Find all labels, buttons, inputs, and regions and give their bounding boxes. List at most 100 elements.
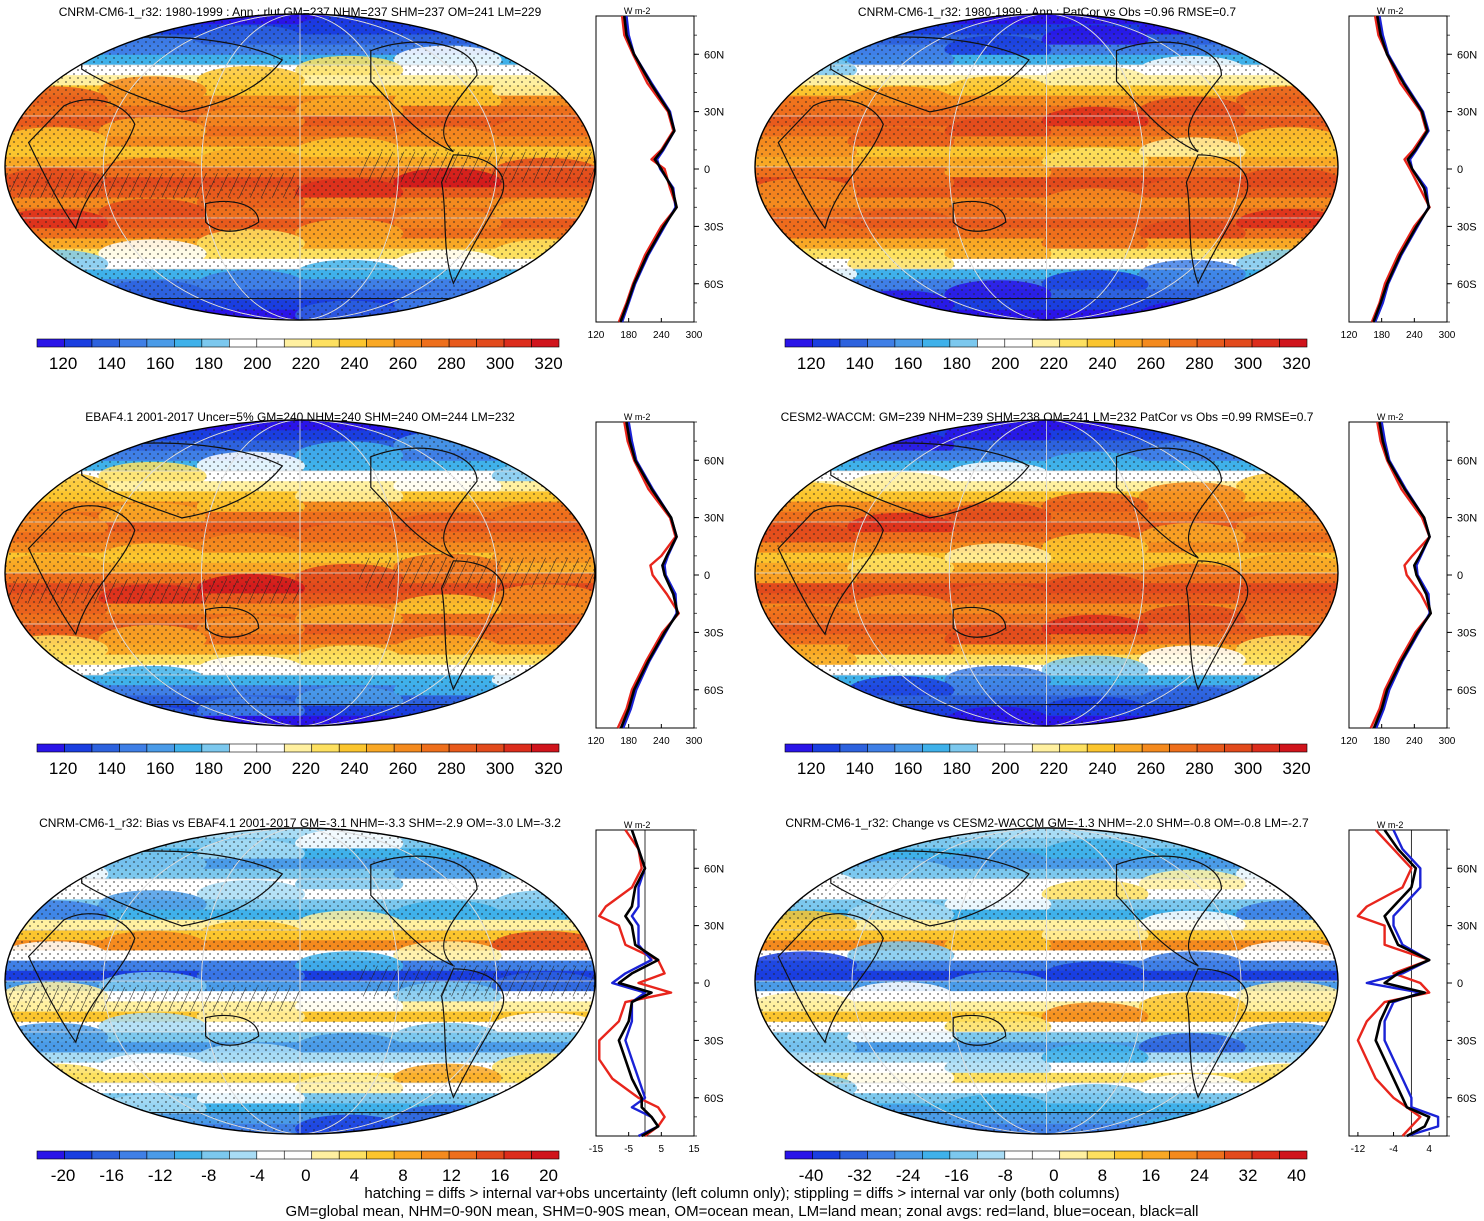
colorbar-box [174, 744, 201, 752]
hatching [5, 987, 300, 1011]
colorbar-tick-label: 40 [1287, 1166, 1306, 1185]
colorbar-box [202, 339, 229, 347]
x-tick-label: 300 [1439, 736, 1456, 747]
panel-6: CNRM-CM6-1_r32: Change vs CESM2-WACCM GM… [750, 816, 1477, 1185]
colorbar-box [394, 744, 421, 752]
colorbar-box [867, 1151, 894, 1159]
x-tick-label: 120 [588, 736, 605, 747]
colorbar-box [1252, 339, 1279, 347]
colorbar-box [532, 339, 559, 347]
map-anomaly [750, 301, 857, 330]
world-map [750, 411, 1343, 735]
lat-tick-label: 30S [704, 221, 724, 233]
colorbar-box [922, 1151, 949, 1159]
colorbar-box [367, 339, 394, 347]
colorbar-box [977, 744, 1004, 752]
colorbar-tick-label: 300 [486, 354, 514, 373]
colorbar-tick-label: -40 [799, 1166, 824, 1185]
colorbar-tick-label: 320 [1282, 354, 1310, 373]
colorbar-box [1032, 744, 1059, 752]
colorbar-tick-label: 16 [491, 1166, 510, 1185]
panel-2: CNRM-CM6-1_r32: 1980-1999 : Ann : PatCor… [750, 5, 1477, 373]
colorbar-tick-label: 140 [845, 354, 873, 373]
map-anomaly [492, 707, 600, 736]
colorbar-tick-label: 200 [991, 354, 1019, 373]
colorbar-box [284, 1151, 311, 1159]
lat-tick-label: 60S [1457, 1093, 1477, 1105]
x-tick-label: 4 [1426, 1144, 1432, 1155]
lat-tick-label: 30N [1457, 921, 1477, 933]
lat-tick-label: 60S [1457, 685, 1477, 697]
colorbar-box [532, 1151, 559, 1159]
x-tick-label: -4 [1389, 1144, 1398, 1155]
colorbar-box [895, 744, 922, 752]
colorbar-tick-label: 120 [49, 759, 77, 778]
colorbar-box [1170, 1151, 1197, 1159]
lat-tick-label: 30N [1457, 513, 1477, 525]
map-anomaly [0, 290, 108, 319]
colorbar-tick-label: 4 [350, 1166, 359, 1185]
colorbar-tick-label: 220 [292, 354, 320, 373]
colorbar-box [394, 339, 421, 347]
colorbar-box [867, 339, 894, 347]
colorbar-box [64, 339, 91, 347]
colorbar-box [449, 744, 476, 752]
map-anomaly [750, 1115, 857, 1144]
colorbar-box [312, 339, 339, 347]
colorbar-box [950, 744, 977, 752]
lat-tick-label: 30S [1457, 627, 1477, 639]
lat-tick-label: 30N [704, 513, 724, 525]
lat-tick-label: 60S [704, 1093, 724, 1105]
colorbar-box [394, 1151, 421, 1159]
colorbar-tick-label: 240 [340, 354, 368, 373]
colorbar-tick-label: 240 [1088, 759, 1116, 778]
colorbar-box [840, 744, 867, 752]
x-tick-label: 240 [1406, 330, 1423, 341]
colorbar-tick-label: 12 [442, 1166, 461, 1185]
colorbar-tick-label: 16 [1141, 1166, 1160, 1185]
colorbar-tick-label: -8 [998, 1166, 1013, 1185]
lat-tick-label: 60N [1457, 863, 1477, 875]
lat-tick-label: 30S [704, 1035, 724, 1047]
colorbar-tick-label: 280 [1185, 354, 1213, 373]
x-tick-label: -12 [1351, 1144, 1366, 1155]
colorbar-box [1142, 1151, 1169, 1159]
colorbar-box [92, 1151, 119, 1159]
colorbar-tick-label: 200 [991, 759, 1019, 778]
colorbar-box [950, 1151, 977, 1159]
colorbar-box [922, 744, 949, 752]
colorbar-box [312, 1151, 339, 1159]
colorbar-tick-label: 24 [1190, 1166, 1209, 1185]
colorbar-box [1197, 744, 1224, 752]
colorbar-box [284, 744, 311, 752]
lat-tick-label: 0 [1457, 164, 1463, 176]
colorbar-tick-label: 8 [398, 1166, 407, 1185]
colorbar-box [64, 744, 91, 752]
colorbar-tick-label: 140 [845, 759, 873, 778]
colorbar-box [422, 744, 449, 752]
footer-line-2: GM=global mean, NHM=0-90N mean, SHM=0-90… [0, 1203, 1484, 1221]
colorbar-box [785, 1151, 812, 1159]
colorbar-box [477, 1151, 504, 1159]
map-anomaly [1236, 290, 1343, 319]
x-tick-label: 240 [653, 330, 670, 341]
colorbar-box [840, 1151, 867, 1159]
colorbar-tick-label: 120 [797, 354, 825, 373]
colorbar-tick-label: 180 [195, 354, 223, 373]
map-anomaly [492, 280, 600, 309]
colorbar-box [229, 744, 256, 752]
profile-units: W m-2 [1377, 412, 1404, 422]
colorbar-box [284, 339, 311, 347]
colorbar-box [1115, 744, 1142, 752]
colorbar-box [367, 744, 394, 752]
colorbar-box [1280, 744, 1307, 752]
colorbar-box [1170, 339, 1197, 347]
colorbar-tick-label: 0 [301, 1166, 310, 1185]
x-tick-label: 120 [1341, 736, 1358, 747]
footer-line-1: hatching = diffs > internal var+obs unce… [0, 1185, 1484, 1203]
colorbar-box [950, 339, 977, 347]
